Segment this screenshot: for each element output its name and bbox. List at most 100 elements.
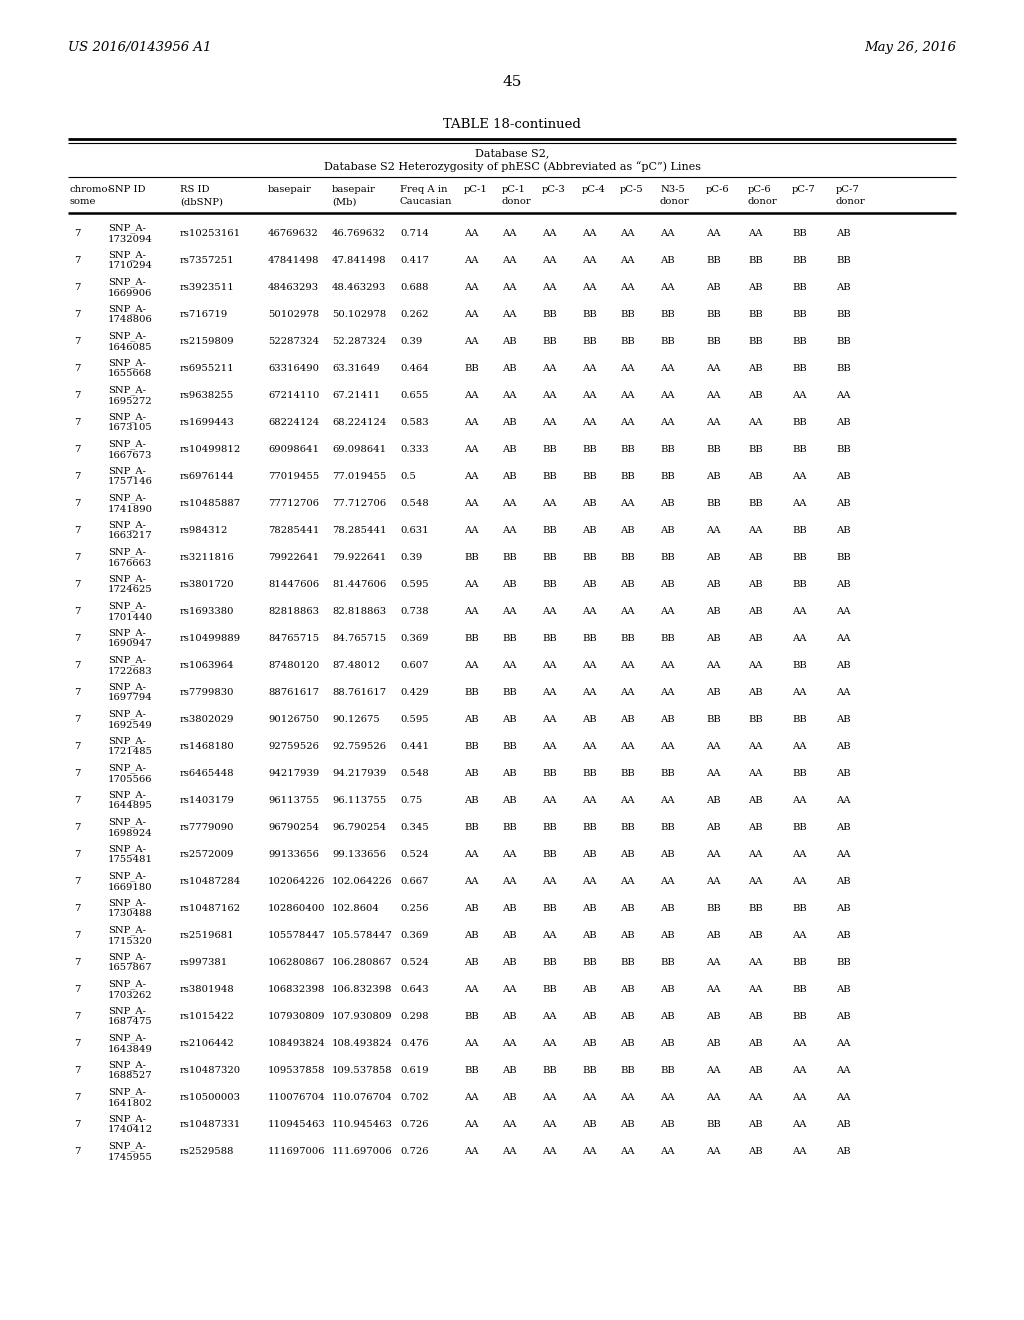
Text: AB: AB	[836, 931, 851, 940]
Text: AA: AA	[464, 607, 478, 616]
Text: 1657867: 1657867	[108, 964, 153, 973]
Text: AA: AA	[620, 256, 635, 265]
Text: AB: AB	[582, 1012, 597, 1020]
Text: AA: AA	[620, 228, 635, 238]
Text: AB: AB	[836, 1012, 851, 1020]
Text: AA: AA	[542, 796, 556, 805]
Text: 81447606: 81447606	[268, 579, 319, 589]
Text: AA: AA	[464, 850, 478, 859]
Text: 106280867: 106280867	[268, 958, 326, 968]
Text: 47841498: 47841498	[268, 256, 319, 265]
Text: BB: BB	[836, 553, 851, 562]
Text: AA: AA	[660, 688, 675, 697]
Text: BB: BB	[542, 634, 557, 643]
Text: 1667673: 1667673	[108, 450, 153, 459]
Text: AA: AA	[792, 850, 807, 859]
Text: 1695272: 1695272	[108, 396, 153, 405]
Text: 7: 7	[74, 904, 80, 913]
Text: AA: AA	[542, 364, 556, 374]
Text: AB: AB	[748, 796, 763, 805]
Text: 0.429: 0.429	[400, 688, 429, 697]
Text: SNP_A-: SNP_A-	[108, 223, 146, 232]
Text: 7: 7	[74, 1119, 80, 1129]
Text: SNP_A-: SNP_A-	[108, 817, 146, 826]
Text: BB: BB	[792, 256, 807, 265]
Text: 1692549: 1692549	[108, 721, 153, 730]
Text: AB: AB	[660, 715, 675, 723]
Text: AA: AA	[620, 1147, 635, 1156]
Text: AA: AA	[542, 1119, 556, 1129]
Text: 110.945463: 110.945463	[332, 1119, 393, 1129]
Text: rs1015422: rs1015422	[180, 1012, 234, 1020]
Text: AA: AA	[620, 391, 635, 400]
Text: 110945463: 110945463	[268, 1119, 326, 1129]
Text: AB: AB	[748, 364, 763, 374]
Text: rs10500003: rs10500003	[180, 1093, 241, 1102]
Text: 0.369: 0.369	[400, 931, 428, 940]
Text: 7: 7	[74, 770, 80, 777]
Text: SNP_A-: SNP_A-	[108, 925, 146, 935]
Text: BB: BB	[660, 553, 675, 562]
Text: 107.930809: 107.930809	[332, 1012, 392, 1020]
Text: BB: BB	[792, 770, 807, 777]
Text: 1643849: 1643849	[108, 1044, 153, 1053]
Text: AB: AB	[836, 822, 851, 832]
Text: AA: AA	[542, 499, 556, 508]
Text: donor: donor	[660, 198, 690, 206]
Text: AA: AA	[582, 1093, 597, 1102]
Text: BB: BB	[706, 310, 721, 319]
Text: AB: AB	[748, 553, 763, 562]
Text: AA: AA	[542, 607, 556, 616]
Text: SNP_A-: SNP_A-	[108, 655, 146, 665]
Text: BB: BB	[464, 553, 479, 562]
Text: AB: AB	[464, 715, 478, 723]
Text: AA: AA	[748, 742, 763, 751]
Text: BB: BB	[706, 715, 721, 723]
Text: 7: 7	[74, 256, 80, 265]
Text: pC-7: pC-7	[792, 186, 816, 194]
Text: 7: 7	[74, 634, 80, 643]
Text: BB: BB	[502, 634, 517, 643]
Text: AB: AB	[836, 473, 851, 480]
Text: AA: AA	[792, 634, 807, 643]
Text: AB: AB	[748, 282, 763, 292]
Text: BB: BB	[542, 985, 557, 994]
Text: BB: BB	[836, 337, 851, 346]
Text: 1715320: 1715320	[108, 936, 153, 945]
Text: N3-5: N3-5	[660, 186, 685, 194]
Text: BB: BB	[792, 715, 807, 723]
Text: donor: donor	[836, 198, 865, 206]
Text: 45: 45	[503, 75, 521, 88]
Text: AA: AA	[706, 391, 721, 400]
Text: BB: BB	[502, 688, 517, 697]
Text: rs3923511: rs3923511	[180, 282, 234, 292]
Text: AB: AB	[502, 1067, 517, 1074]
Text: 1740412: 1740412	[108, 1126, 154, 1134]
Text: 0.714: 0.714	[400, 228, 429, 238]
Text: 106.832398: 106.832398	[332, 985, 392, 994]
Text: AA: AA	[542, 1012, 556, 1020]
Text: 69098641: 69098641	[268, 445, 319, 454]
Text: AA: AA	[792, 1119, 807, 1129]
Text: 7: 7	[74, 688, 80, 697]
Text: BB: BB	[660, 1067, 675, 1074]
Text: rs1468180: rs1468180	[180, 742, 234, 751]
Text: AB: AB	[748, 473, 763, 480]
Text: 87480120: 87480120	[268, 661, 319, 671]
Text: AB: AB	[706, 796, 721, 805]
Text: BB: BB	[542, 822, 557, 832]
Text: 0.524: 0.524	[400, 850, 429, 859]
Text: AB: AB	[660, 985, 675, 994]
Text: pC-1: pC-1	[502, 186, 526, 194]
Text: AA: AA	[660, 391, 675, 400]
Text: AB: AB	[748, 1012, 763, 1020]
Text: AB: AB	[836, 282, 851, 292]
Text: BB: BB	[792, 553, 807, 562]
Text: AA: AA	[464, 256, 478, 265]
Text: SNP_A-: SNP_A-	[108, 845, 146, 854]
Text: 0.39: 0.39	[400, 553, 422, 562]
Text: SNP_A-: SNP_A-	[108, 440, 146, 449]
Text: AA: AA	[660, 876, 675, 886]
Text: BB: BB	[792, 904, 807, 913]
Text: BB: BB	[542, 525, 557, 535]
